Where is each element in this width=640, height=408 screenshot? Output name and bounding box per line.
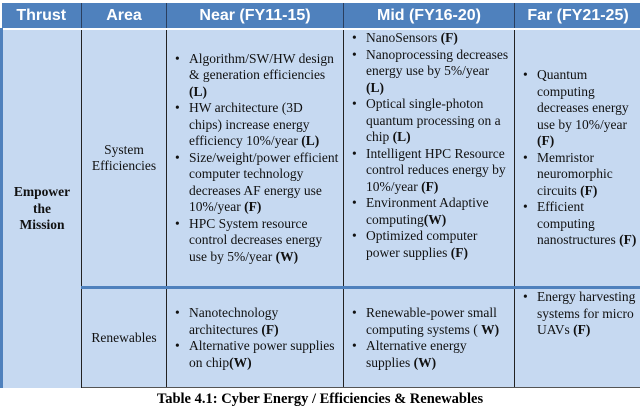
far-list: Energy harvesting systems for micro UAVs… — [519, 289, 637, 339]
area-cell: Renewables — [81, 287, 167, 388]
list-item: Algorithm/SW/HW design & generation effi… — [175, 50, 339, 101]
list-item: Energy harvesting systems for micro UAVs… — [523, 289, 637, 339]
area-line: System — [104, 141, 144, 157]
lead-code: (W) — [275, 248, 299, 264]
list-item: Alternative energy supplies (W) — [352, 338, 510, 371]
near-list: Nanotechnology architectures (F)Alternat… — [171, 305, 339, 371]
item-text: Alternative energy supplies — [366, 338, 467, 370]
lead-code: W) — [481, 321, 500, 337]
list-item: Memristor neuromorphic circuits (F) — [523, 149, 637, 200]
list-item: HW architecture (3D chips) increase ener… — [175, 100, 339, 150]
header-thrust: Thrust — [1, 3, 82, 30]
mid-cell: Renewable-power small computing systems … — [343, 287, 515, 388]
thrust-cell: Empower the Mission — [0, 29, 82, 388]
list-item: Quantum computing decreases energy use b… — [523, 67, 637, 150]
lead-code: (L) — [392, 129, 411, 144]
lead-code: (F) — [261, 321, 279, 337]
list-item: NanoSensors (F) — [352, 30, 510, 47]
header-far: Far (FY21-25) — [514, 3, 640, 30]
item-text: HW architecture (3D chips) increase ener… — [189, 100, 310, 149]
area-cell: System Efficiencies — [81, 29, 167, 289]
item-text: Renewable-power small computing systems … — [366, 305, 497, 337]
item-text: Nanoprocessing decreases energy use by 5… — [366, 46, 509, 79]
lead-code: (L) — [189, 83, 207, 99]
far-list: Quantum computing decreases energy use b… — [519, 67, 637, 249]
table-caption: Table 4.1: Cyber Energy / Efficiencies &… — [156, 391, 484, 407]
mid-list: Renewable-power small computing systems … — [348, 305, 510, 371]
near-cell: Nanotechnology architectures (F)Alternat… — [166, 287, 344, 388]
lead-code: (L) — [366, 79, 384, 95]
lead-code: (F) — [450, 244, 468, 260]
list-item: Optimized computer power supplies (F) — [352, 228, 510, 261]
near-list: Algorithm/SW/HW design & generation effi… — [171, 51, 339, 266]
header-area: Area — [81, 3, 167, 30]
area-line: Renewables — [91, 329, 157, 345]
near-cell: Algorithm/SW/HW design & generation effi… — [166, 29, 344, 289]
thrust-line: the — [33, 200, 51, 216]
far-cell: Quantum computing decreases energy use b… — [514, 29, 640, 289]
item-text: Alternative power supplies on chip — [189, 338, 335, 370]
mid-cell: NanoSensors (F)Nanoprocessing decreases … — [343, 29, 515, 289]
item-text: Optimized computer power supplies — [366, 228, 478, 260]
area-line: Efficiencies — [91, 158, 157, 173]
thrust-line: Mission — [19, 217, 65, 232]
item-text: Nanotechnology architectures — [189, 305, 279, 337]
list-item: Intelligent HPC Resource control reduces… — [352, 145, 510, 196]
thrust-line: Empower — [13, 184, 71, 199]
roadmap-table: Thrust Area Near (FY11-15) Mid (FY16-20)… — [0, 3, 640, 388]
list-item: Nanotechnology architectures (F) — [175, 305, 339, 338]
lead-code: (F) — [244, 199, 262, 215]
lead-code: (L) — [301, 133, 320, 149]
item-text: Optical single-photon quantum processing… — [366, 96, 501, 144]
lead-code: (W) — [423, 211, 447, 227]
lead-code: (F) — [537, 133, 555, 149]
item-text: Environment Adaptive computing — [366, 195, 489, 227]
table-row-renewables: Renewables Nanotechnology architectures … — [2, 287, 640, 388]
mid-list: NanoSensors (F)Nanoprocessing decreases … — [348, 30, 510, 261]
lead-code: (W) — [413, 354, 437, 370]
header-row: Thrust Area Near (FY11-15) Mid (FY16-20)… — [1, 3, 640, 30]
item-text: NanoSensors — [366, 30, 441, 45]
table-row-system-efficiencies: Empower the Mission System Efficiencies … — [0, 29, 640, 388]
item-text: Energy harvesting systems for micro UAVs — [537, 289, 636, 337]
lead-code: (F) — [440, 30, 458, 45]
list-item: Renewable-power small computing systems … — [352, 305, 510, 338]
far-cell: Energy harvesting systems for micro UAVs… — [514, 287, 640, 388]
item-text: Memristor neuromorphic circuits — [537, 149, 613, 198]
item-text: Algorithm/SW/HW design & generation effi… — [189, 50, 334, 83]
lead-code: (F) — [573, 322, 591, 337]
list-item: Nanoprocessing decreases energy use by 5… — [352, 46, 510, 97]
list-item: Optical single-photon quantum processing… — [352, 96, 510, 146]
lead-code: (F) — [580, 182, 598, 198]
header-near: Near (FY11-15) — [166, 3, 344, 30]
item-text: Intelligent HPC Resource control reduces… — [366, 145, 506, 194]
item-text: Efficient computing nanostructures — [537, 199, 620, 248]
list-item: Size/weight/power efficient computer tec… — [175, 149, 339, 216]
item-text: Quantum computing decreases energy use b… — [537, 67, 629, 132]
lead-code: (F) — [421, 178, 439, 194]
item-text: Size/weight/power efficient computer tec… — [189, 149, 339, 215]
list-item: Environment Adaptive computing(W) — [352, 195, 510, 228]
list-item: Efficient computing nanostructures (F) — [523, 199, 637, 249]
header-mid: Mid (FY16-20) — [343, 3, 515, 30]
item-text: HPC System resource control decreases en… — [189, 215, 323, 264]
lead-code: (W) — [229, 354, 252, 370]
list-item: Alternative power supplies on chip(W) — [175, 338, 339, 371]
lead-code: (F) — [619, 232, 637, 248]
list-item: HPC System resource control decreases en… — [175, 215, 339, 266]
